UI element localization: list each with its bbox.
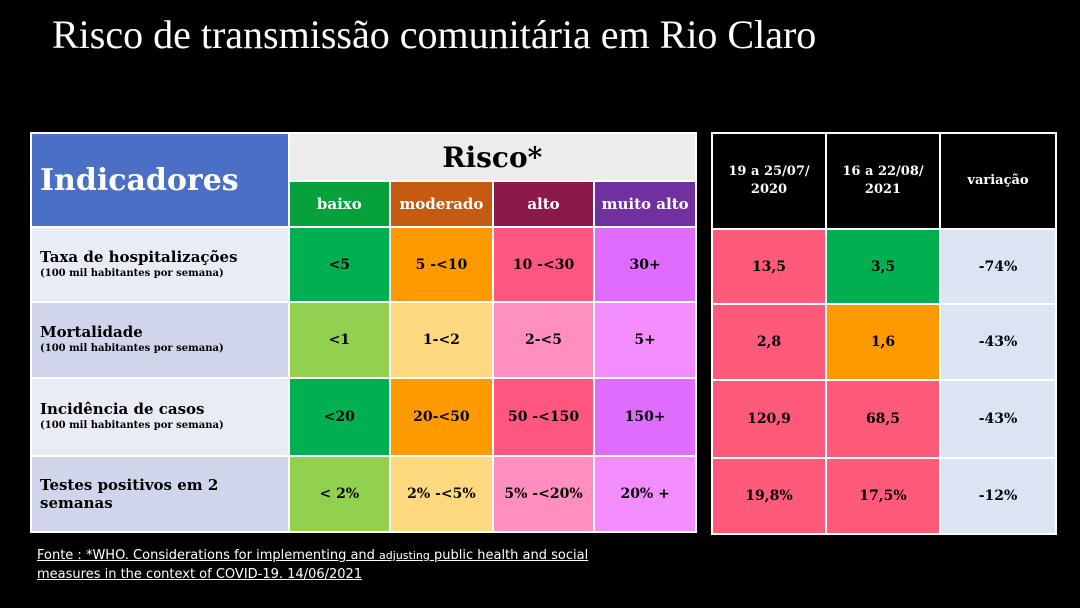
row-label-hospitalizacoes: Taxa de hospitalizações (100 mil habitan… [30, 226, 290, 303]
table-row: 120,9 68,5 -43% [711, 379, 1057, 459]
risk-cell: 30+ [593, 226, 697, 303]
risk-cell: 10 -<30 [491, 226, 596, 303]
risk-cell: <5 [287, 226, 392, 303]
value-cell: 3,5 [825, 228, 941, 305]
table-row: 2,8 1,6 -43% [711, 303, 1057, 381]
footnote-text: Fonte : *WHO. Considerations for impleme… [37, 548, 380, 563]
risk-criteria-table: Indicadores Risco* baixo moderado alto m… [30, 132, 698, 533]
row-subtitle: (100 mil habitantes por semana) [40, 343, 224, 354]
variation-cell: -43% [939, 379, 1057, 459]
table-row: Incidência de casos (100 mil habitantes … [30, 377, 697, 457]
risk-cell: <20 [287, 377, 392, 457]
variation-cell: -74% [939, 228, 1057, 305]
risco-header: Risco* [287, 132, 698, 182]
risk-cell: 50 -<150 [491, 377, 596, 457]
page-title: Risco de transmissão comunitária em Rio … [52, 12, 817, 57]
period-2020-header: 19 a 25/07/ 2020 [711, 132, 827, 230]
risk-cell: < 2% [287, 455, 392, 533]
risk-cell: 150+ [593, 377, 697, 457]
footnote-text-end: public health and social measures in the… [37, 548, 589, 582]
risk-cell: 5% -<20% [491, 455, 596, 533]
row-label-incidencia: Incidência de casos (100 mil habitantes … [30, 377, 290, 457]
indicadores-header: Indicadores [30, 132, 290, 228]
variacao-header: variação [939, 132, 1057, 230]
row-subtitle: (100 mil habitantes por semana) [40, 267, 224, 279]
table-row: Taxa de hospitalizações (100 mil habitan… [30, 226, 697, 303]
row-label-mortalidade: Mortalidade (100 mil habitantes por sema… [30, 301, 290, 379]
risk-cell: 5+ [593, 301, 697, 379]
risk-cell: 1-<2 [389, 301, 494, 379]
value-cell: 1,6 [825, 303, 941, 381]
level-moderado: moderado [389, 180, 494, 228]
value-cell: 68,5 [825, 379, 941, 459]
table-row: Mortalidade (100 mil habitantes por sema… [30, 301, 697, 379]
value-cell: 120,9 [711, 379, 827, 459]
value-cell: 17,5% [825, 457, 941, 535]
risk-cell: 5 -<10 [389, 226, 494, 303]
value-cell: 19,8% [711, 457, 827, 535]
level-baixo: baixo [287, 180, 392, 228]
variation-cell: -43% [939, 303, 1057, 381]
value-cell: 13,5 [711, 228, 827, 305]
table-row: 13,5 3,5 -74% [711, 228, 1057, 305]
row-title: Incidência de casos [40, 400, 205, 418]
row-subtitle: (100 mil habitantes por semana) [40, 420, 224, 431]
period-2021-header: 16 a 22/08/ 2021 [825, 132, 941, 230]
row-title: Testes positivos em 2 semanas [40, 476, 219, 512]
table-row: Testes positivos em 2 semanas < 2% 2% -<… [30, 455, 697, 533]
level-muito-alto: muito alto [593, 180, 697, 228]
row-label-testes: Testes positivos em 2 semanas [30, 455, 290, 533]
footnote-text-small: adjusting [379, 549, 430, 562]
risk-cell: <1 [287, 301, 392, 379]
row-title: Taxa de hospitalizações [40, 247, 238, 266]
level-alto: alto [491, 180, 596, 228]
risk-cell: 20-<50 [389, 377, 494, 457]
risk-cell: 20% + [593, 455, 697, 533]
rio-claro-values-table: 19 a 25/07/ 2020 16 a 22/08/ 2021 variaç… [711, 132, 1057, 535]
variation-cell: -12% [939, 457, 1057, 535]
risk-cell: 2-<5 [491, 301, 596, 379]
source-footnote: Fonte : *WHO. Considerations for impleme… [37, 546, 637, 584]
risk-cell: 2% -<5% [389, 455, 494, 533]
table-row: 19,8% 17,5% -12% [711, 457, 1057, 535]
value-cell: 2,8 [711, 303, 827, 381]
row-title: Mortalidade [40, 323, 143, 341]
